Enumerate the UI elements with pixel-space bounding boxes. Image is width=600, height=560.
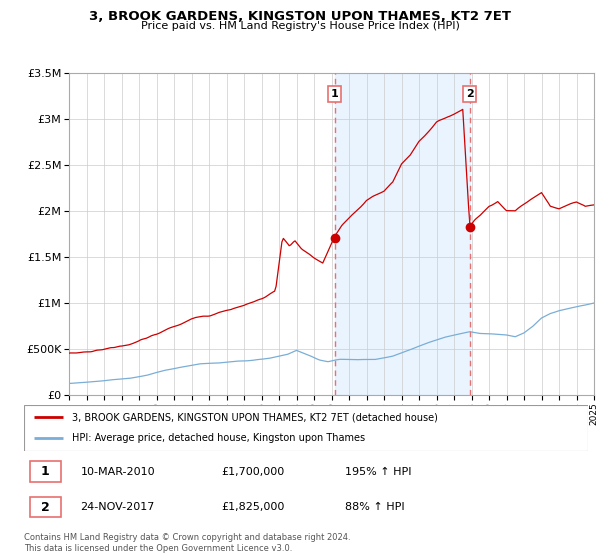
Text: 3, BROOK GARDENS, KINGSTON UPON THAMES, KT2 7ET (detached house): 3, BROOK GARDENS, KINGSTON UPON THAMES, … — [72, 412, 438, 422]
Text: 195% ↑ HPI: 195% ↑ HPI — [346, 466, 412, 477]
Bar — [335, 73, 470, 395]
Text: 1: 1 — [331, 88, 339, 99]
Text: Contains HM Land Registry data © Crown copyright and database right 2024.
This d: Contains HM Land Registry data © Crown c… — [24, 533, 350, 553]
Text: 10-MAR-2010: 10-MAR-2010 — [80, 466, 155, 477]
Text: £1,825,000: £1,825,000 — [221, 502, 285, 512]
Text: 2: 2 — [466, 88, 473, 99]
Text: Price paid vs. HM Land Registry's House Price Index (HPI): Price paid vs. HM Land Registry's House … — [140, 21, 460, 31]
Bar — [29, 497, 61, 517]
Text: £1,700,000: £1,700,000 — [221, 466, 284, 477]
Text: 88% ↑ HPI: 88% ↑ HPI — [346, 502, 405, 512]
Text: 1: 1 — [41, 465, 50, 478]
Text: 3, BROOK GARDENS, KINGSTON UPON THAMES, KT2 7ET: 3, BROOK GARDENS, KINGSTON UPON THAMES, … — [89, 10, 511, 23]
Text: HPI: Average price, detached house, Kingston upon Thames: HPI: Average price, detached house, King… — [72, 433, 365, 444]
Bar — [29, 461, 61, 482]
Text: 24-NOV-2017: 24-NOV-2017 — [80, 502, 155, 512]
Text: 2: 2 — [41, 501, 50, 514]
